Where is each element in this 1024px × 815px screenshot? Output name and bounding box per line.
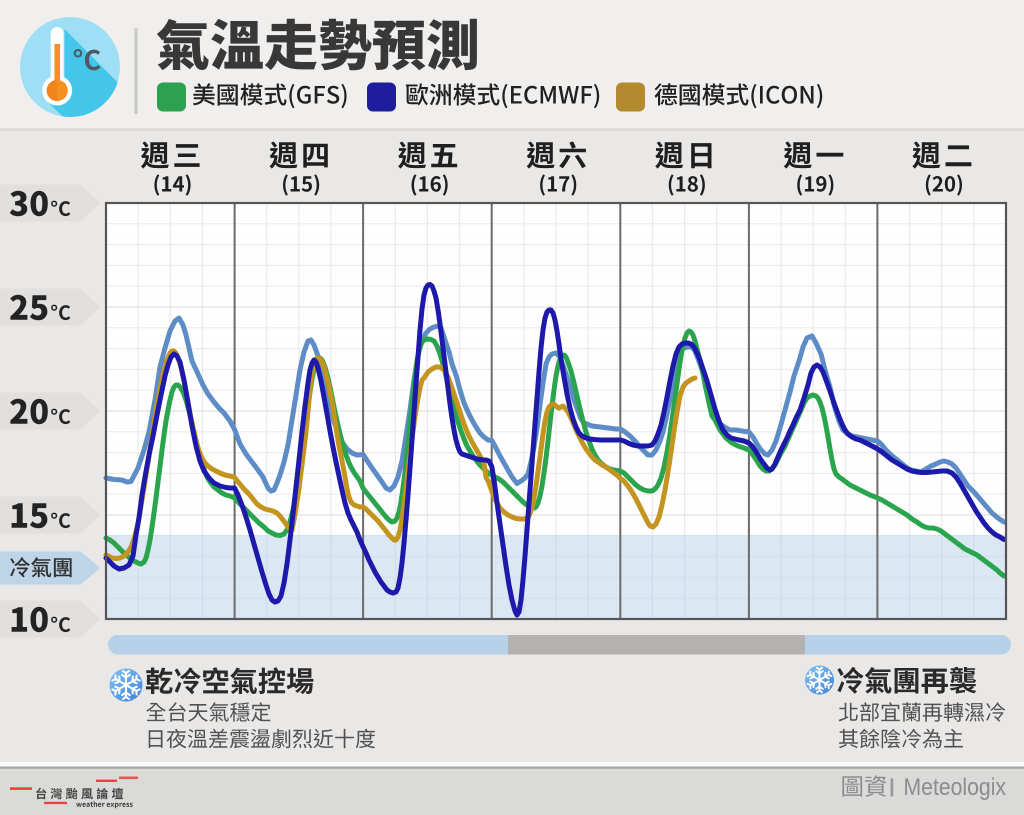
svg-text:Meteologix: Meteologix (904, 774, 1007, 801)
